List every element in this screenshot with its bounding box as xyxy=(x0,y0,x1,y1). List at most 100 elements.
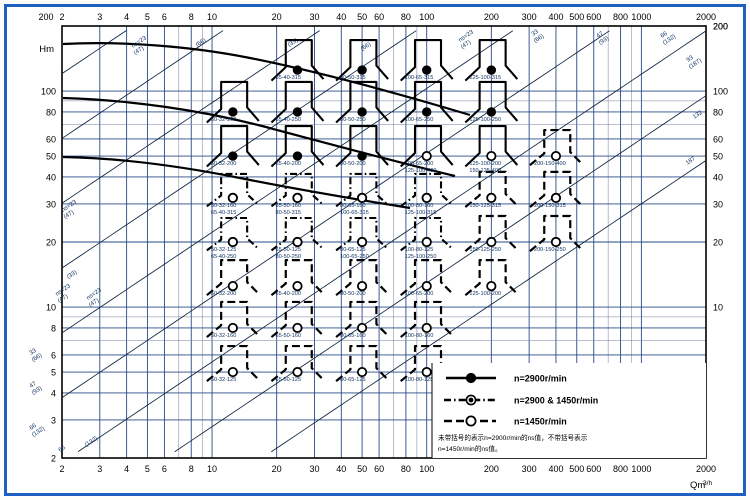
model-label-125-100-400: 125-100-400 xyxy=(405,168,437,174)
svg-text:80: 80 xyxy=(401,464,411,474)
pump-point-65-40-200[interactable] xyxy=(292,151,303,161)
svg-text:100: 100 xyxy=(419,464,434,474)
svg-text:60: 60 xyxy=(374,12,384,22)
svg-text:40: 40 xyxy=(336,464,346,474)
model-label-50-32-160: 50-32-160 xyxy=(211,333,237,339)
svg-text:60: 60 xyxy=(374,464,384,474)
svg-text:4: 4 xyxy=(51,388,56,398)
pump-point-50-32-160[interactable] xyxy=(227,322,238,334)
svg-text:6: 6 xyxy=(162,12,167,22)
pump-point-65-40-200[interactable] xyxy=(292,280,303,292)
model-label-65-40-200: 65-40-200 xyxy=(275,161,301,167)
pump-point-65-50-160[interactable] xyxy=(292,322,303,334)
svg-text:20: 20 xyxy=(272,464,282,474)
svg-text:47: 47 xyxy=(29,381,38,390)
model-label-80-50-200: 80-50-200 xyxy=(340,291,366,297)
pump-point-80-50-315[interactable] xyxy=(292,192,303,204)
pump-point-65-40-315[interactable] xyxy=(227,192,238,204)
pump-point-50-32-200[interactable] xyxy=(228,151,238,161)
pump-point-150-125-315[interactable] xyxy=(486,192,497,204)
model-label-80-65-160: 80-65-160 xyxy=(340,203,366,209)
svg-text:30: 30 xyxy=(309,12,319,22)
model-label-150-125-250: 150-125-250 xyxy=(469,247,501,253)
model-label-65-50-125: 65-50-125 xyxy=(275,247,301,253)
svg-text:8: 8 xyxy=(189,464,194,474)
model-label-50-32-200: 50-32-200 xyxy=(211,161,237,167)
pump-point-200-150-315[interactable] xyxy=(550,192,562,204)
pump-point-200-150-250[interactable] xyxy=(550,236,562,248)
svg-text:60: 60 xyxy=(46,134,56,144)
pump-point-65-50-125[interactable] xyxy=(292,366,303,378)
legend[interactable]: n=2900r/min n=2900 & 1450r/min n=1450r/min… xyxy=(431,363,706,458)
pump-point-100-80-160[interactable] xyxy=(421,322,432,334)
pump-point-100-65-250[interactable] xyxy=(422,107,432,117)
model-label-150-125-315: 150-125-315 xyxy=(469,203,501,209)
pump-point-125-100-200[interactable] xyxy=(486,280,497,292)
pump-point-125-100-250[interactable] xyxy=(486,107,497,117)
model-label-100-80-160: 100-80-160 xyxy=(405,333,434,339)
model-label-100-65-315: 100-65-315 xyxy=(405,75,434,81)
model-label-65-40-200: 65-40-200 xyxy=(275,291,301,297)
pump-point-125-100-400[interactable] xyxy=(421,150,432,162)
pump-point-80-50-200[interactable] xyxy=(356,280,368,292)
pump-marker-layer[interactable] xyxy=(227,65,562,378)
legend-label-3: n=1450r/min xyxy=(514,417,567,427)
model-label-50-32-200: 50-32-200 xyxy=(211,291,237,297)
pump-point-125-100-315[interactable] xyxy=(486,65,497,75)
pump-point-125-100-315[interactable] xyxy=(421,192,432,204)
pump-point-65-40-250[interactable] xyxy=(227,236,238,248)
pump-point-80-50-250[interactable] xyxy=(292,236,303,248)
model-label-80-65-125: 80-65-125 xyxy=(340,377,366,383)
svg-text:300: 300 xyxy=(522,464,537,474)
pump-point-50-32-200[interactable] xyxy=(227,280,238,292)
model-label-100-65-250: 100-65-250 xyxy=(340,254,369,260)
pump-point-100-65-315[interactable] xyxy=(422,65,432,75)
model-label-125-100-315: 125-100-315 xyxy=(405,210,437,216)
legend-item-1[interactable]: n=2900r/min xyxy=(446,372,567,384)
svg-text:(33): (33) xyxy=(66,270,78,281)
model-label-100-65-200: 100-65-200 xyxy=(405,161,434,167)
svg-text:40: 40 xyxy=(336,12,346,22)
pump-point-80-50-315[interactable] xyxy=(357,65,367,75)
pump-point-200-150-400[interactable] xyxy=(550,150,562,162)
svg-text:Qm: Qm xyxy=(690,480,705,491)
svg-text:5: 5 xyxy=(51,368,56,378)
pump-point-80-65-160[interactable] xyxy=(356,322,368,334)
svg-text:(47): (47) xyxy=(57,294,69,305)
pump-point-125-100-250[interactable] xyxy=(421,236,432,248)
svg-text:3: 3 xyxy=(51,415,56,425)
svg-text:(47): (47) xyxy=(88,298,100,309)
svg-text:66: 66 xyxy=(29,423,38,432)
model-label-80-50-315: 80-50-315 xyxy=(275,210,301,216)
pump-point-65-40-315[interactable] xyxy=(292,65,303,75)
pump-point-150-125-250[interactable] xyxy=(486,236,497,248)
svg-text:50: 50 xyxy=(46,152,56,162)
pump-point-150-125-400[interactable] xyxy=(486,150,497,162)
pump-model-labels: 65-40-315 80-50-315 100-65-315 125-100-315 5… xyxy=(211,75,566,383)
legend-item-3[interactable]: n=1450r/min xyxy=(444,415,567,427)
pump-point-100-80-125[interactable] xyxy=(421,366,432,378)
pump-point-100-65-200[interactable] xyxy=(421,280,432,292)
pump-point-50-32-125[interactable] xyxy=(227,366,238,378)
legend-item-2[interactable]: n=2900 & 1450r/min xyxy=(444,394,598,406)
model-label-65-40-315: 65-40-315 xyxy=(275,75,301,81)
svg-text:20: 20 xyxy=(46,238,56,248)
svg-text:(33): (33) xyxy=(287,38,299,49)
head-limit-curves xyxy=(62,42,471,210)
svg-text:80: 80 xyxy=(713,107,723,117)
pump-point-80-65-125[interactable] xyxy=(356,366,368,378)
model-label-65-50-160: 65-50-160 xyxy=(275,333,301,339)
svg-text:600: 600 xyxy=(586,12,601,22)
svg-text:200: 200 xyxy=(484,464,499,474)
pump-point-100-65-250[interactable] xyxy=(356,236,368,248)
pump-point-50-32-250[interactable] xyxy=(228,107,238,117)
legend-note-line2: n=1450r/min的ns值。 xyxy=(438,444,502,453)
pump-point-80-50-250[interactable] xyxy=(357,107,367,117)
pump-point-80-50-200[interactable] xyxy=(357,151,367,161)
svg-text:60: 60 xyxy=(713,134,723,144)
svg-text:33: 33 xyxy=(29,348,38,357)
pump-point-65-40-250[interactable] xyxy=(292,107,303,117)
pump-point-100-65-315[interactable] xyxy=(356,192,368,204)
model-label-100-65-200: 100-65-200 xyxy=(405,291,434,297)
model-label-50-32-160: 50-32-160 xyxy=(211,203,237,209)
